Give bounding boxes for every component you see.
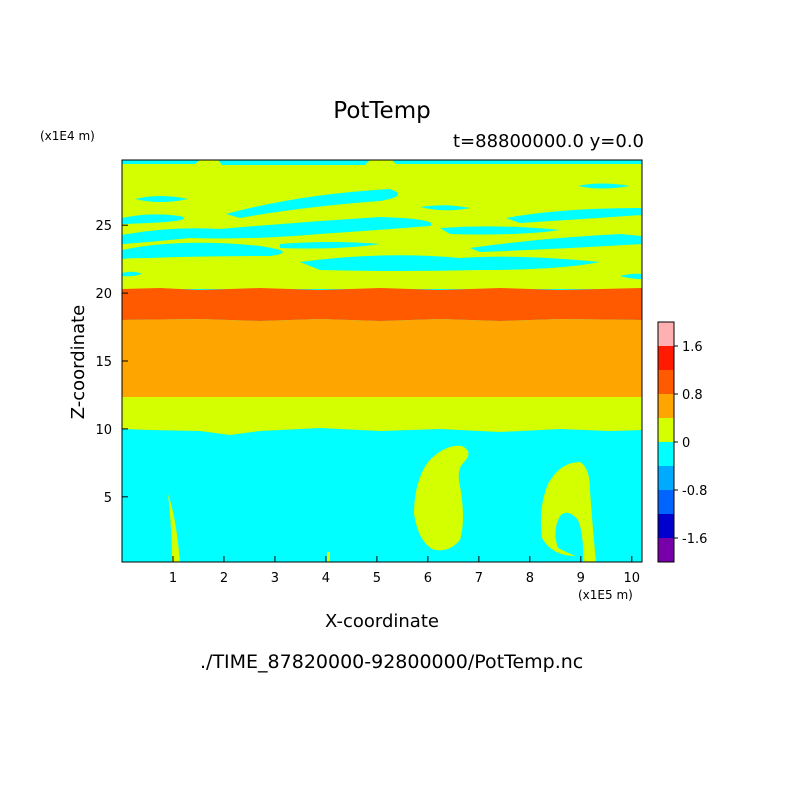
x-tick-label: 2 — [220, 571, 228, 586]
colorbar-swatch — [658, 490, 674, 514]
colorbar-swatch — [658, 514, 674, 538]
x-tick-label: 3 — [271, 571, 279, 586]
colorbar-label: -1.6 — [682, 532, 707, 547]
band-red-orange — [122, 288, 642, 321]
colorbar-swatch — [658, 538, 674, 562]
y-tick-label: 10 — [95, 423, 112, 438]
x-axis-label: X-coordinate — [325, 611, 439, 632]
colorbar-swatch — [658, 442, 674, 466]
warm-filament — [168, 494, 180, 562]
x-tick-label: 6 — [424, 571, 432, 586]
y-axis: 5 10 15 20 25 — [95, 219, 128, 506]
band-yellow — [122, 397, 642, 435]
chart-subtitle: t=88800000.0 y=0.0 — [452, 131, 644, 152]
colorbar: 1.6 0.8 0 -0.8 -1.6 — [657, 321, 707, 563]
y-tick-label: 25 — [95, 219, 112, 234]
x-tick-label: 1 — [169, 571, 177, 586]
band-orange — [122, 319, 642, 397]
colorbar-label: 1.6 — [682, 340, 703, 355]
colorbar-label: -0.8 — [682, 484, 707, 499]
y-tick-label: 5 — [104, 491, 112, 506]
colorbar-swatch — [658, 370, 674, 394]
colorbar-label: 0.8 — [682, 388, 703, 403]
x-tick-label: 5 — [373, 571, 381, 586]
y-tick-label: 20 — [95, 287, 112, 302]
y-tick-label: 15 — [95, 355, 112, 370]
x-tick-label: 7 — [475, 571, 483, 586]
contour-field — [122, 160, 642, 562]
colorbar-swatch — [658, 394, 674, 418]
x-tick-label: 4 — [322, 571, 330, 586]
colorbar-label: 0 — [682, 436, 690, 451]
warm-plume-right — [540, 462, 596, 562]
x-axis: 1 2 3 4 5 6 7 8 9 10 — [169, 556, 640, 586]
x-axis-multiplier: (x1E5 m) — [578, 588, 633, 602]
chart-title: PotTemp — [333, 98, 431, 124]
warm-speck — [327, 552, 330, 562]
source-file-path: ./TIME_87820000-92800000/PotTemp.nc — [200, 651, 584, 673]
x-tick-label: 9 — [577, 571, 585, 586]
x-tick-label: 10 — [624, 571, 641, 586]
x-tick-label: 8 — [526, 571, 534, 586]
colorbar-swatch — [658, 346, 674, 370]
colorbar-swatch — [658, 418, 674, 442]
y-axis-multiplier: (x1E4 m) — [40, 129, 95, 143]
colorbar-swatch — [658, 322, 674, 346]
upper-cold-streaks — [122, 183, 642, 279]
colorbar-swatch — [658, 466, 674, 490]
warm-plume-left — [414, 445, 469, 551]
